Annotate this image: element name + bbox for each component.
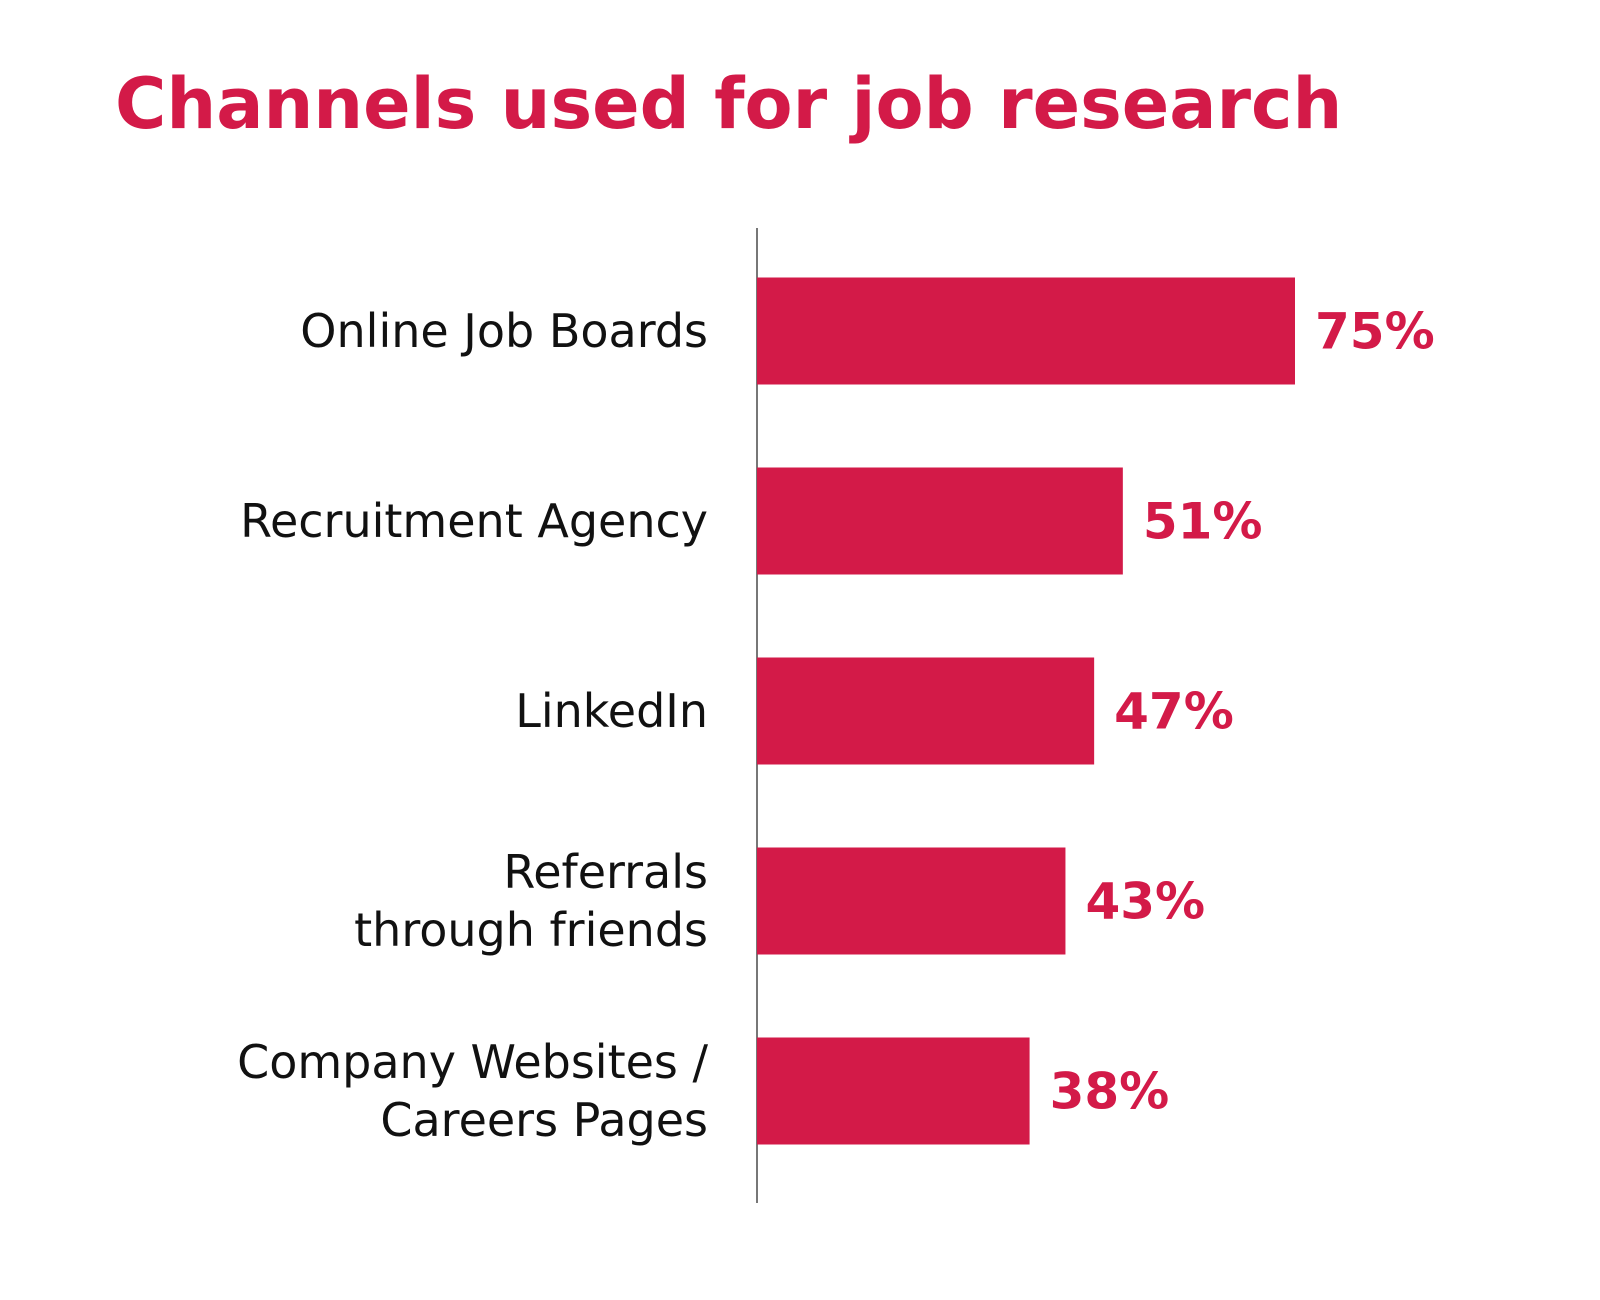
bar — [757, 1037, 1030, 1145]
category-label: Online Job Boards — [300, 304, 708, 358]
category-label: Company Websites / Careers Pages — [237, 1035, 708, 1147]
bar — [757, 277, 1295, 385]
chart-title: Channels used for job research — [115, 63, 1342, 145]
value-label: 38% — [1050, 1063, 1170, 1121]
bar — [757, 467, 1123, 575]
category-label: LinkedIn — [515, 684, 708, 738]
value-label: 75% — [1315, 303, 1435, 361]
bar — [757, 657, 1095, 765]
category-label: Recruitment Agency — [240, 494, 708, 548]
bar — [757, 847, 1066, 955]
value-label: 47% — [1114, 683, 1234, 741]
value-label: 51% — [1143, 493, 1263, 551]
value-label: 43% — [1085, 873, 1205, 931]
category-label: Referrals through friends — [354, 845, 708, 957]
